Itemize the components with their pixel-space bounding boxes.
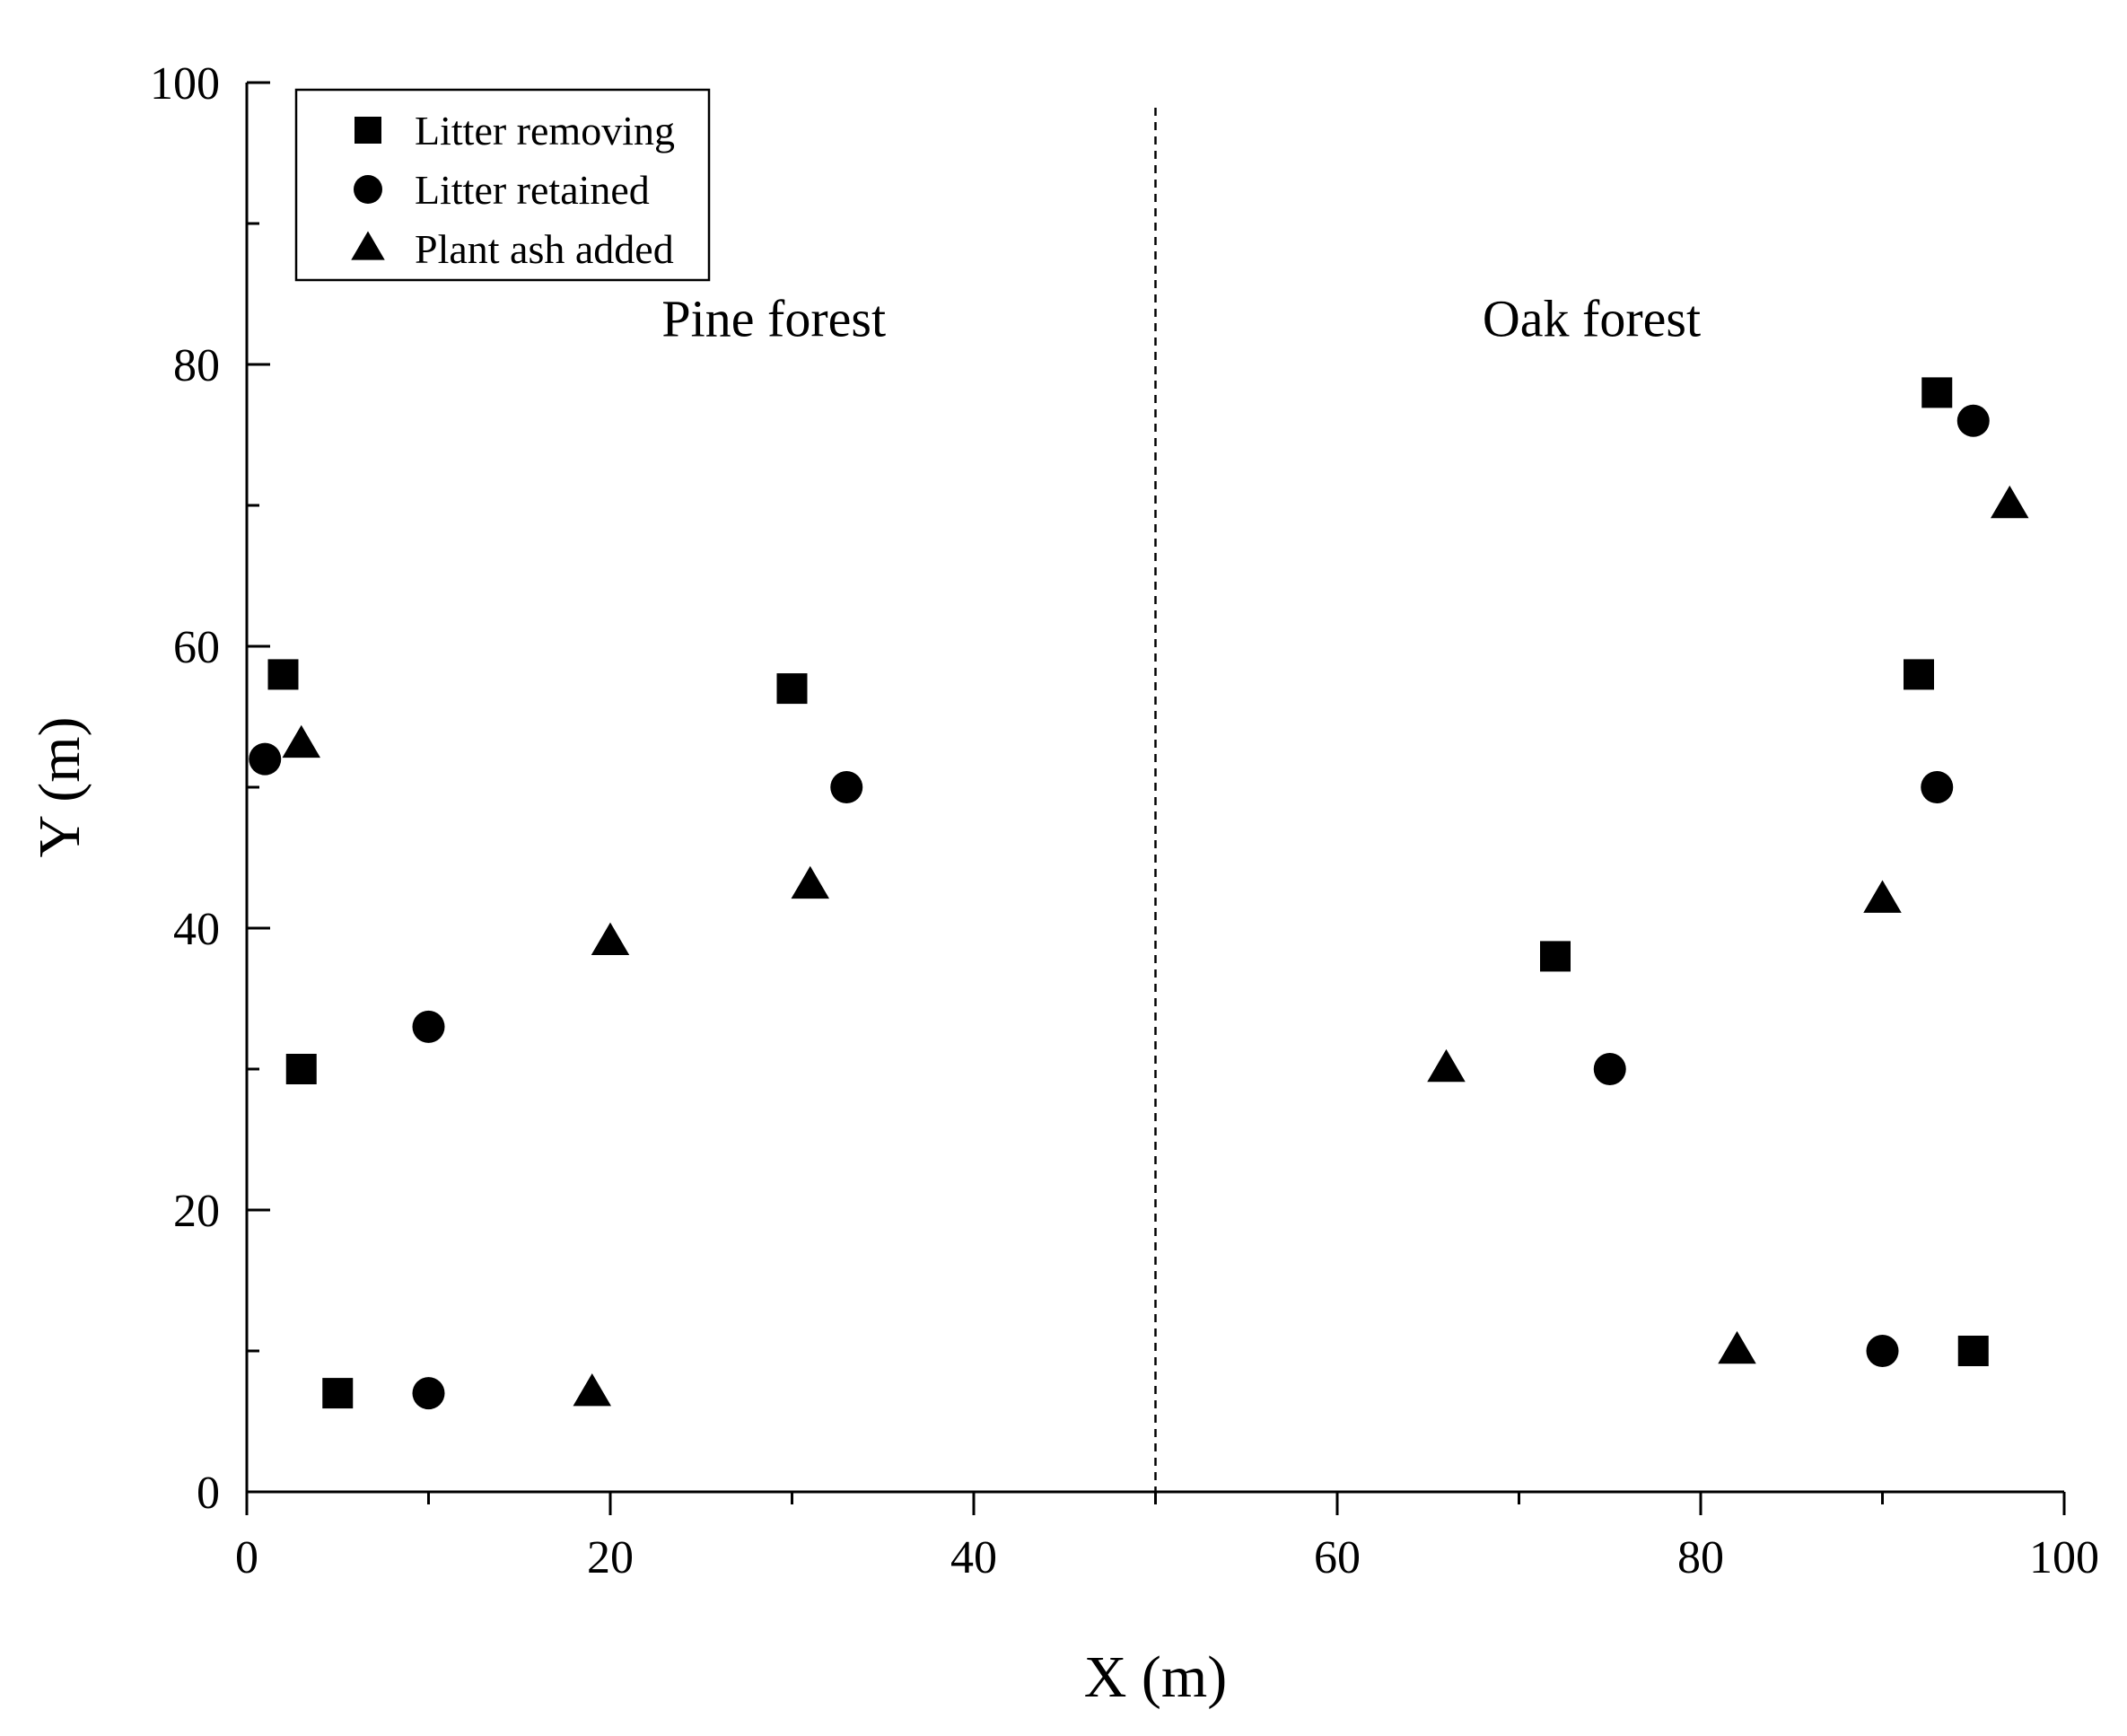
circle-point: [412, 1010, 445, 1043]
square-point: [322, 1378, 354, 1409]
triangle-point: [573, 1372, 611, 1407]
circle-point: [412, 1377, 445, 1410]
triangle-point: [1991, 485, 2029, 519]
x-tick-label: 60: [1314, 1532, 1361, 1583]
circle-point: [1593, 1053, 1626, 1085]
triangle-point: [591, 922, 630, 955]
y-tick-label: 40: [173, 904, 220, 955]
circle-point: [249, 742, 282, 776]
circle-point: [1956, 404, 1990, 437]
x-tick-label: 100: [2029, 1532, 2099, 1583]
legend-entry-label: Litter removing: [415, 108, 675, 153]
y-tick-label: 80: [173, 340, 220, 391]
x-tick-label: 0: [235, 1532, 258, 1583]
y-tick-label: 60: [173, 622, 220, 673]
axes: 0 20 40 60 80 100 0 20 40 60 80 100 X (m) Y (m): [27, 58, 2099, 1710]
region-annotations: Pine forest Oak forest: [661, 290, 1701, 348]
y-axis-title: Y (m): [27, 716, 92, 857]
triangle-point: [791, 865, 829, 899]
y-tick-label: 0: [197, 1468, 220, 1519]
x-tick-label: 80: [1677, 1532, 1724, 1583]
square-point: [1957, 1336, 1989, 1366]
square-point: [267, 659, 299, 690]
data-points: [249, 377, 2029, 1410]
triangle-point: [282, 724, 320, 758]
legend-square-marker: [354, 117, 381, 144]
legend: Litter removing Litter retained Plant ash …: [294, 88, 711, 282]
square-point: [1540, 941, 1571, 972]
region-label: Pine forest: [661, 290, 886, 348]
x-axis-title: X (m): [1084, 1644, 1227, 1710]
x-tick-label: 20: [587, 1532, 634, 1583]
legend-entry-label: Plant ash added: [415, 226, 674, 272]
x-tick-label: 40: [950, 1532, 997, 1583]
triangle-point: [1718, 1330, 1756, 1364]
legend-circle-marker: [354, 175, 382, 204]
square-point: [1921, 377, 1953, 408]
legend-entry-label: Litter retained: [415, 167, 650, 213]
square-point: [776, 673, 808, 705]
square-point: [285, 1054, 317, 1084]
triangle-point: [1427, 1048, 1466, 1083]
legend-triangle-marker: [351, 231, 385, 260]
circle-point: [1921, 771, 1954, 803]
y-tick-label: 100: [150, 58, 220, 110]
circle-point: [830, 771, 863, 803]
region-label: Oak forest: [1483, 290, 1701, 348]
y-tick-label: 20: [173, 1186, 220, 1237]
square-point: [1904, 659, 1934, 690]
circle-point: [1866, 1335, 1899, 1367]
triangle-point: [1863, 880, 1902, 913]
